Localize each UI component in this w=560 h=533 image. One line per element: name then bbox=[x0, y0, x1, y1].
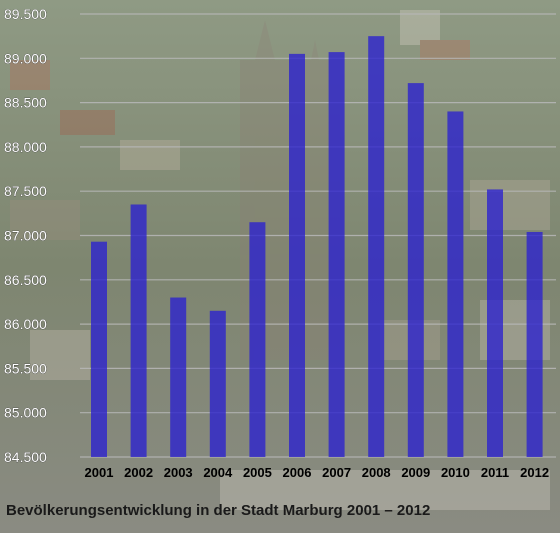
y-tick-label: 88.000 bbox=[4, 139, 47, 155]
y-tick-label: 85.500 bbox=[4, 360, 47, 376]
x-tick-label: 2012 bbox=[520, 465, 549, 480]
chart-title: Bevölkerungsentwicklung in der Stadt Mar… bbox=[6, 502, 431, 519]
y-tick-label: 87.000 bbox=[4, 228, 47, 244]
y-tick-label: 87.500 bbox=[4, 183, 47, 199]
y-tick-label: 84.500 bbox=[4, 449, 47, 465]
bar-2003 bbox=[170, 297, 187, 457]
bars bbox=[91, 36, 543, 458]
y-tick-label: 85.000 bbox=[4, 405, 47, 421]
grid-lines bbox=[80, 13, 556, 458]
bar-2008 bbox=[368, 36, 385, 458]
bar-2011 bbox=[487, 189, 503, 458]
x-tick-label: 2003 bbox=[164, 465, 193, 480]
bar-2006 bbox=[289, 53, 305, 458]
x-tick-label: 2005 bbox=[243, 465, 272, 480]
bar-2007 bbox=[328, 52, 345, 458]
y-tick-label: 86.000 bbox=[4, 316, 47, 332]
bar-2005 bbox=[249, 222, 266, 457]
x-tick-label: 2009 bbox=[401, 465, 430, 480]
bar-2004 bbox=[209, 310, 226, 457]
x-tick-label: 2001 bbox=[85, 465, 114, 480]
x-tick-label: 2006 bbox=[283, 465, 312, 480]
bar-2010 bbox=[447, 111, 464, 458]
y-tick-label: 89.000 bbox=[4, 50, 47, 66]
y-tick-label: 88.500 bbox=[4, 95, 47, 111]
x-tick-label: 2002 bbox=[124, 465, 153, 480]
x-tick-label: 2011 bbox=[481, 465, 509, 480]
bar-2001 bbox=[91, 241, 107, 457]
x-tick-label: 2010 bbox=[441, 465, 470, 480]
x-tick-label: 2008 bbox=[362, 465, 391, 480]
bar-2002 bbox=[130, 204, 147, 457]
y-tick-label: 86.500 bbox=[4, 272, 47, 288]
y-tick-label: 89.500 bbox=[4, 6, 47, 22]
bar-2009 bbox=[407, 83, 424, 457]
x-tick-label: 2004 bbox=[203, 465, 233, 480]
x-tick-label: 2007 bbox=[322, 465, 351, 480]
bar-2012 bbox=[526, 231, 543, 457]
x-axis-labels: 2001 2002 2003 2004 2005 2006 2007 2008 2009 2010… bbox=[85, 465, 550, 480]
y-axis-ticks: 84.500 85.000 85.500 86.000 86.500 87.000 87.5… bbox=[4, 6, 48, 466]
